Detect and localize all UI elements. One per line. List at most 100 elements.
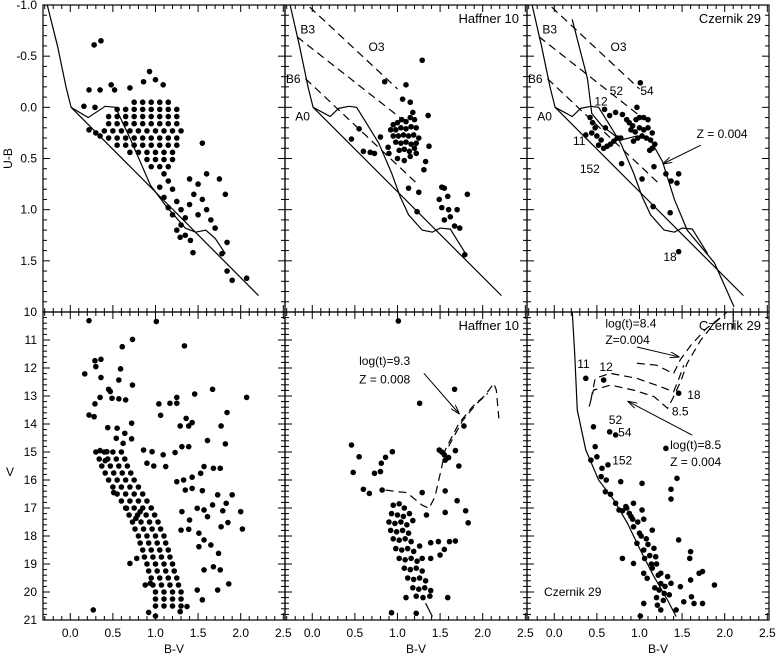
data-point (113, 456, 120, 462)
data-point (649, 565, 656, 571)
data-point (165, 113, 172, 120)
data-point (371, 470, 378, 477)
data-point (378, 460, 385, 467)
data-point (405, 133, 412, 139)
x-tick-label: 0.5 (347, 626, 364, 640)
data-point (441, 217, 448, 223)
data-point (169, 128, 176, 134)
data-point (189, 485, 195, 492)
data-point (119, 343, 126, 350)
data-point (153, 318, 160, 325)
annotation-label: Z = 0.004 (670, 455, 721, 469)
data-point (162, 463, 169, 470)
data-point (177, 608, 183, 615)
y-tick-label: 1.5 (20, 254, 37, 268)
data-point (199, 140, 206, 146)
data-point (165, 547, 172, 553)
data-point (156, 142, 163, 148)
data-point (404, 575, 411, 581)
data-point (413, 565, 420, 571)
data-point (139, 505, 146, 511)
y-tick-label: 0.0 (20, 100, 37, 114)
data-point (602, 488, 609, 495)
data-point (127, 128, 133, 134)
data-point (108, 82, 114, 88)
data-point (350, 469, 356, 476)
data-point (157, 526, 164, 532)
data-point (640, 516, 647, 522)
data-point (114, 106, 120, 113)
data-point (144, 128, 150, 134)
data-point (169, 561, 176, 567)
data-point (381, 78, 388, 85)
data-point (224, 268, 230, 274)
data-point (229, 277, 235, 284)
data-point (393, 529, 400, 535)
data-point (582, 132, 589, 138)
data-point (598, 137, 604, 143)
data-point (643, 536, 650, 542)
data-point (105, 113, 112, 120)
data-point (215, 550, 222, 557)
data-point (161, 533, 167, 539)
data-point (148, 113, 155, 120)
data-point (413, 140, 420, 146)
data-point (131, 135, 137, 141)
data-point (86, 412, 92, 418)
data-point (151, 512, 158, 518)
data-point (423, 512, 430, 518)
x-tick-label: 2.5 (275, 626, 292, 640)
data-point (91, 413, 97, 420)
data-point (113, 435, 120, 442)
data-point (107, 463, 114, 469)
data-point (141, 554, 148, 560)
data-point (152, 596, 159, 602)
data-point (587, 114, 593, 121)
data-point (639, 176, 645, 182)
data-point (182, 232, 189, 239)
data-point (105, 135, 112, 141)
data-point (204, 437, 211, 444)
data-point (405, 530, 412, 536)
data-point (161, 128, 167, 134)
data-point (201, 507, 207, 513)
data-point (187, 237, 194, 244)
data-point (201, 537, 207, 543)
data-point (148, 142, 155, 148)
x-tick-label: 2.0 (474, 626, 491, 640)
data-point (162, 540, 169, 546)
x-tick-label: 0.0 (62, 626, 79, 640)
data-point (415, 586, 422, 592)
annotation-label: log(t)=9.3 (359, 354, 410, 368)
data-point (169, 603, 176, 609)
data-point (146, 519, 153, 525)
data-point (407, 114, 414, 121)
data-point (165, 204, 172, 211)
y-tick-label: 14 (24, 417, 38, 431)
data-point (90, 607, 97, 613)
data-point (451, 386, 458, 393)
data-point (403, 82, 409, 88)
data-point (143, 512, 149, 518)
data-point (189, 474, 195, 481)
data-point (165, 575, 172, 581)
data-point (687, 577, 694, 583)
data-point (454, 497, 460, 504)
panel-v-1: log(t)=9.3 Z = 0.008 Haffner 10 0.0 0.5 1.0 1.… (284, 311, 534, 656)
data-point (406, 510, 413, 517)
annotation-label: Czernik 29 (544, 585, 602, 599)
data-point (173, 394, 180, 401)
data-point (156, 106, 163, 113)
data-point (628, 127, 634, 133)
data-point (156, 135, 163, 141)
data-point (653, 561, 660, 567)
data-point (668, 486, 674, 493)
data-point (196, 543, 202, 550)
data-point (413, 150, 420, 157)
data-point (413, 125, 420, 131)
solid-curve (312, 105, 467, 254)
data-point (594, 133, 600, 139)
data-point (414, 558, 420, 564)
data-point (148, 547, 155, 553)
data-point (588, 457, 594, 463)
